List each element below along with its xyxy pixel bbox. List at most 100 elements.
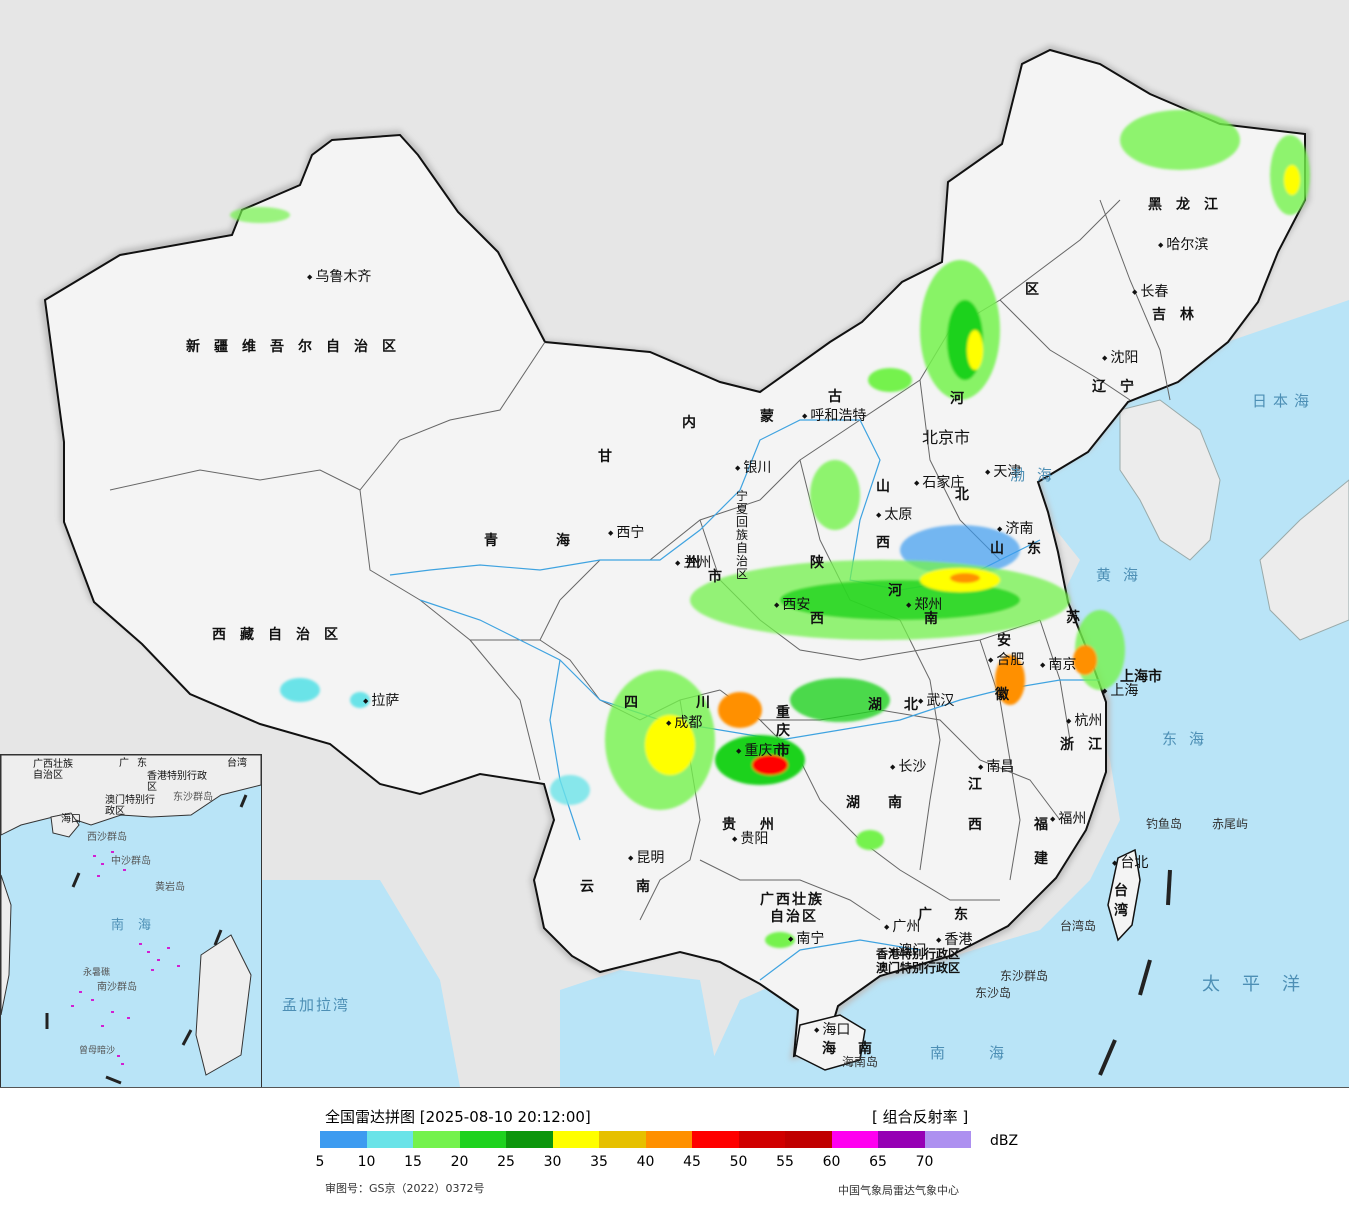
- region-hebei-a: 河: [950, 391, 978, 407]
- organization: 中国气象局雷达气象中心: [838, 1184, 959, 1197]
- sea-taipingyang: 太平洋: [1202, 974, 1322, 995]
- city-zhengzhou: 郑州: [906, 598, 942, 612]
- city-xining: 西宁: [608, 526, 644, 540]
- color-scale-tick: 65: [869, 1154, 887, 1170]
- city-taiyuan: 太原: [876, 508, 912, 522]
- sea-area-bay: [255, 880, 460, 1087]
- color-scale-tick: 5: [315, 1154, 325, 1170]
- city-wuhan: 武汉: [918, 694, 954, 708]
- city-macau: 澳门: [890, 944, 926, 958]
- inset-hk: 香港特别行政区: [147, 771, 207, 793]
- region-shanxi-b: 西: [876, 535, 904, 551]
- region-xizang: 西藏自治区: [212, 627, 352, 643]
- region-jiangxi-b: 西: [968, 817, 996, 833]
- region-fujian-a: 福: [1034, 817, 1062, 833]
- color-scale-cell: [506, 1131, 553, 1148]
- inset-macau: 澳门特别行政区: [105, 795, 155, 817]
- region-anhui-b: 徽: [995, 687, 1023, 703]
- city-taipei: 台北: [1112, 856, 1148, 870]
- city-guiyang: 贵阳: [732, 832, 768, 846]
- color-scale-cell: [738, 1131, 785, 1148]
- region-liaoning: 辽宁: [1092, 379, 1148, 395]
- region-shandong-a: 山: [990, 541, 1018, 557]
- inset-islands: [71, 851, 180, 1065]
- inset-hainan: [50, 812, 80, 838]
- rivers: [389, 419, 1100, 981]
- region-shaanxi-a: 陕: [810, 555, 838, 571]
- region-chongqing-b: 庆: [776, 723, 804, 739]
- region-yunnan-a: 云: [580, 879, 608, 895]
- inset-dongsha: 东沙群岛: [173, 792, 213, 803]
- city-hohhot: 呼和浩特: [802, 409, 866, 423]
- inset-guangdong: 广东: [119, 758, 155, 769]
- region-hunan-a: 湖: [846, 795, 874, 811]
- color-scale-tick: 40: [636, 1154, 655, 1170]
- city-tianjin: 天津: [985, 465, 1021, 479]
- region-chongqing-a: 重: [776, 705, 804, 721]
- color-scale-cell: [785, 1131, 832, 1148]
- region-jiangxi-a: 江: [968, 777, 996, 793]
- region-hebei-b: 北: [955, 487, 983, 503]
- region-macau-sar: 澳门特别行政区: [876, 961, 961, 975]
- region-guangdong-a: 广: [918, 907, 946, 923]
- radar-map[interactable]: 新疆维吾尔自治区 西藏自治区 青 海 甘 内 蒙 古 黑龙江 吉林 辽宁 区 河…: [0, 0, 1349, 1088]
- region-hainan-a: 海: [822, 1041, 850, 1057]
- region-neimenggu-b: 蒙: [760, 409, 788, 425]
- region-jilin: 吉林: [1152, 307, 1208, 323]
- inset-canvas: [1, 755, 261, 1085]
- region-hubei-a: 湖: [868, 697, 896, 713]
- region-fujian-b: 建: [1034, 851, 1062, 867]
- region-yunnan-b: 南: [636, 879, 664, 895]
- region-qu: 区: [1025, 282, 1053, 298]
- city-hangzhou: 杭州: [1066, 714, 1102, 728]
- region-jiangsu: 苏: [1066, 610, 1094, 626]
- region-taiwan-a: 台: [1114, 883, 1142, 899]
- color-scale-tick: 15: [404, 1154, 422, 1170]
- nine-dash-segments: [1098, 869, 1172, 1076]
- region-sichuan-b: 川: [696, 695, 724, 711]
- color-scale-tick: 25: [497, 1154, 515, 1170]
- color-scale-cell: [645, 1131, 692, 1148]
- legend-unit: dBZ: [990, 1133, 1019, 1149]
- color-scale-cell: [459, 1131, 506, 1148]
- sea-bohai: 渤海: [1010, 466, 1065, 484]
- sea-area-south: [560, 970, 720, 1087]
- region-gansu: 甘: [598, 449, 626, 465]
- city-shanghai: 上海: [1102, 684, 1138, 698]
- region-qinghai-a: 青: [484, 533, 512, 549]
- region-gansu-shi: 市: [708, 569, 736, 585]
- island-hainan: 海南岛: [842, 1055, 879, 1069]
- color-scale-cell: [413, 1131, 460, 1148]
- sea-donghai: 东海: [1162, 730, 1217, 748]
- sea-huanghai: 黄海: [1096, 566, 1151, 584]
- island-diaoyu: 钓鱼岛: [1146, 817, 1183, 831]
- region-taiwan-b: 湾: [1114, 903, 1142, 919]
- region-qinghai-b: 海: [556, 533, 584, 549]
- region-guangdong-b: 东: [954, 907, 982, 923]
- region-shanxi-a: 山: [876, 479, 904, 495]
- inset-xisha: 西沙群岛: [87, 832, 127, 843]
- sea-nanhai: 南海: [930, 1044, 1049, 1062]
- city-guangzhou: 广州: [884, 920, 920, 934]
- color-scale-cell: [320, 1131, 367, 1148]
- region-guizhou-a: 贵: [722, 817, 750, 833]
- color-scale-tick: 10: [357, 1154, 376, 1170]
- color-scale-cell: [366, 1131, 413, 1148]
- region-guangxi-b: 自治区: [770, 909, 818, 925]
- city-nanchang: 南昌: [978, 760, 1014, 774]
- color-scale-tick: 45: [683, 1154, 701, 1170]
- region-shandong-b: 东: [1027, 541, 1055, 557]
- inset-haikou: 海口: [61, 814, 81, 825]
- region-shanghai: 上海市: [1120, 669, 1162, 685]
- region-neimenggu-c: 古: [828, 389, 856, 405]
- inset-taiwan: 台湾: [227, 758, 247, 769]
- korea-land: [1119, 399, 1221, 561]
- city-shijiazhuang: 石家庄: [914, 476, 964, 490]
- region-neimenggu-a: 内: [682, 415, 710, 431]
- color-scale-cell: [599, 1131, 646, 1148]
- city-changchun: 长春: [1132, 285, 1168, 299]
- region-hubei-b: 北: [904, 697, 932, 713]
- legend-title: 全国雷达拼图 [2025-08-10 20:12:00]: [325, 1108, 591, 1126]
- color-scale-cell: [552, 1131, 599, 1148]
- region-zhejiang-a: 浙: [1060, 737, 1088, 753]
